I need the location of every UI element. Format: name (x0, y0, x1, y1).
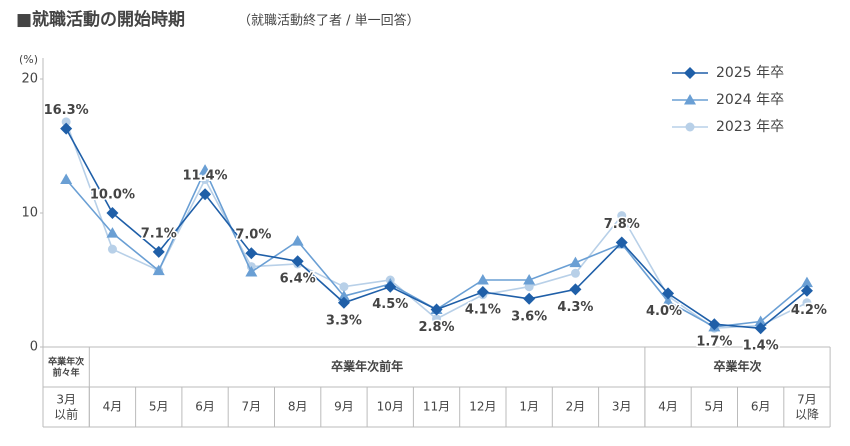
x-tick-label: 3月以前 (54, 392, 78, 421)
legend-label: 2023 年卒 (716, 119, 784, 135)
chart-subtitle: （就職活動終了者 / 単一回答） (238, 13, 420, 29)
marker (245, 265, 258, 277)
value-label: 6.4% (280, 272, 316, 287)
marker (754, 322, 767, 335)
value-label: 1.4% (743, 339, 779, 354)
marker (476, 274, 489, 285)
value-label: 11.4% (182, 169, 227, 184)
x-tick-label: 5月 (149, 400, 169, 414)
value-label: 16.3% (44, 103, 89, 118)
legend-marker (684, 67, 696, 79)
group-label: 卒業年次 (713, 359, 761, 374)
marker (291, 235, 304, 246)
marker (615, 236, 628, 249)
marker (60, 122, 73, 135)
value-label: 10.0% (90, 188, 135, 203)
marker (199, 164, 212, 175)
value-label: 4.2% (791, 303, 827, 318)
marker (60, 173, 73, 184)
y-unit: (%) (19, 53, 38, 66)
value-label: 7.1% (141, 226, 177, 241)
marker (337, 296, 350, 309)
x-tick-label: 1月 (519, 400, 539, 414)
x-tick-label: 12月 (469, 400, 496, 414)
value-label: 4.3% (557, 300, 593, 315)
series-line (65, 168, 808, 328)
marker (570, 268, 580, 278)
x-tick-label: 3月 (612, 400, 632, 414)
marker (339, 282, 349, 292)
series-line (65, 121, 808, 330)
marker (662, 287, 675, 300)
x-tick-label: 6月 (195, 400, 215, 414)
marker (800, 284, 813, 297)
x-tick-label: 2月 (566, 400, 586, 414)
value-label: 1.7% (696, 335, 732, 350)
x-tick-label: 7月以降 (795, 392, 819, 421)
marker (523, 274, 536, 285)
y-tick-label: 10 (21, 206, 38, 221)
value-label: 7.0% (235, 228, 271, 243)
marker (106, 227, 119, 238)
marker (662, 295, 675, 306)
marker (152, 264, 165, 276)
x-tick-label: 11月 (423, 400, 450, 414)
x-tick-label: 10月 (377, 400, 404, 414)
series (61, 117, 812, 333)
marker (476, 286, 489, 299)
legend-label: 2025 年卒 (716, 65, 784, 81)
x-tick-label: 6月 (751, 400, 771, 414)
value-label: 7.8% (604, 217, 640, 232)
marker (523, 292, 536, 305)
y-tick-label: 20 (21, 72, 38, 87)
series (60, 122, 813, 335)
marker (754, 315, 767, 327)
marker (107, 244, 117, 254)
value-label: 4.1% (465, 303, 501, 318)
legend-label: 2024 年卒 (716, 92, 784, 108)
marker (245, 247, 258, 260)
x-tick-label: 4月 (103, 400, 123, 414)
marker (200, 175, 210, 184)
marker (617, 211, 627, 221)
value-label: 3.3% (326, 313, 362, 328)
x-tick-label: 5月 (705, 400, 725, 414)
group-label: 卒業年次前年 (331, 359, 403, 374)
marker (199, 188, 212, 201)
marker (708, 318, 721, 331)
marker (291, 255, 304, 268)
value-label: 2.8% (419, 320, 455, 335)
marker (569, 256, 582, 268)
x-tick-label: 9月 (334, 400, 354, 414)
group-label: 卒業年次前々年 (48, 355, 84, 378)
marker (432, 314, 442, 324)
value-label: 3.6% (511, 309, 547, 324)
marker (569, 283, 582, 296)
series-line (65, 128, 808, 330)
y-tick-label: 0 (30, 340, 38, 355)
marker (337, 290, 350, 301)
marker (384, 280, 397, 293)
x-tick-label: 8月 (288, 400, 308, 414)
marker (61, 117, 71, 127)
chart-title: ■就職活動の開始時期 (16, 9, 185, 30)
legend-marker (684, 94, 696, 105)
marker (800, 276, 813, 288)
legend-marker (685, 122, 695, 132)
marker (106, 207, 119, 219)
x-tick-label: 7月 (242, 400, 262, 414)
marker (430, 303, 443, 316)
value-label: 4.0% (646, 304, 682, 319)
value-label: 4.5% (372, 297, 408, 312)
marker (152, 245, 165, 258)
x-tick-label: 4月 (658, 400, 678, 414)
marker (802, 298, 812, 308)
